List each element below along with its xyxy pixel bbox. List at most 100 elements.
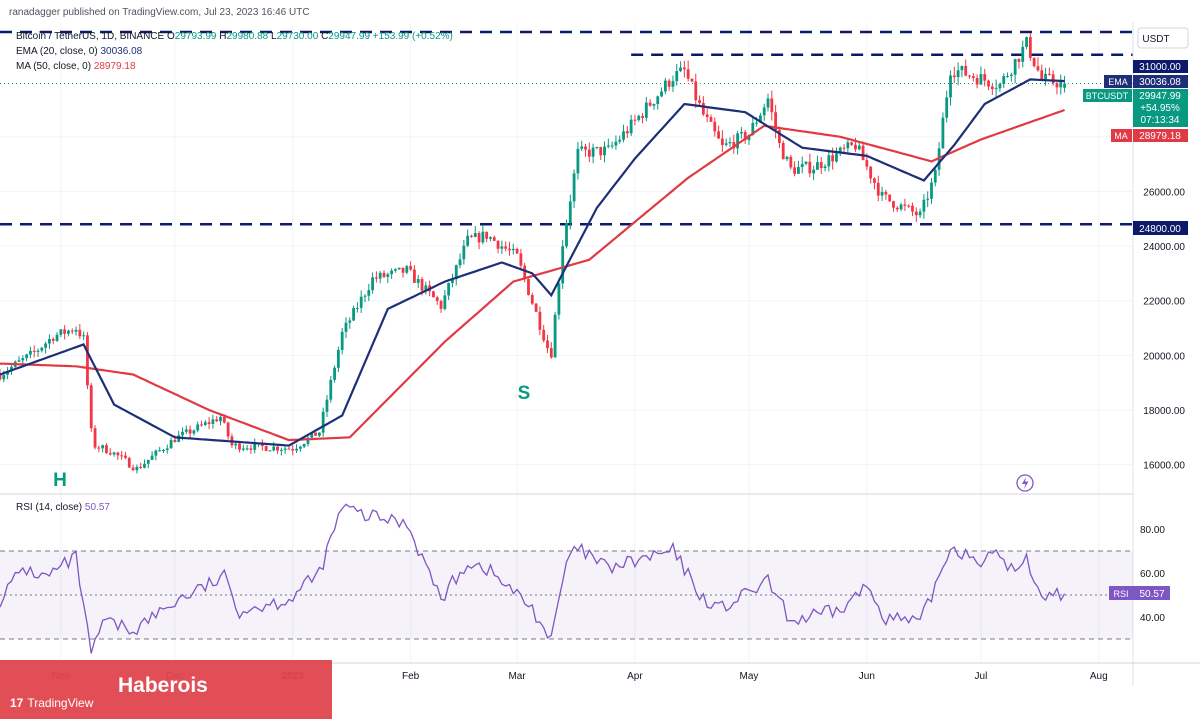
candle-body — [816, 162, 819, 170]
candle-body — [926, 198, 930, 200]
candle-body — [108, 453, 112, 455]
candle-body — [819, 162, 823, 168]
candle-body — [1013, 59, 1017, 75]
candle-body — [804, 161, 808, 164]
time-tick-label: May — [740, 671, 759, 682]
candle-body — [895, 207, 899, 210]
candle-body — [527, 279, 530, 295]
candle-body — [892, 201, 895, 208]
candle-body — [17, 360, 21, 362]
candle-body — [789, 156, 793, 168]
candle-body — [648, 102, 652, 106]
rsi-tag: RSI — [1113, 589, 1128, 599]
candle-body — [1021, 46, 1025, 62]
candle-body — [827, 155, 831, 167]
candle-body — [952, 75, 956, 78]
candle-body — [793, 167, 797, 174]
candle-body — [340, 331, 344, 350]
candle-body — [644, 102, 648, 118]
candle-body — [298, 446, 302, 449]
candle-body — [705, 114, 709, 118]
candle-body — [968, 75, 971, 77]
candle-body — [949, 75, 952, 98]
candle-body — [736, 133, 739, 149]
rsi-axis-value: 50.57 — [1139, 589, 1164, 600]
candle-body — [732, 142, 736, 149]
ema-legend[interactable]: EMA (20, close, 0) 30036.08 — [16, 46, 142, 57]
candle-body — [268, 450, 272, 452]
candle-body — [857, 145, 861, 150]
candle-body — [306, 437, 310, 444]
candle-body — [538, 311, 542, 330]
candle-body — [869, 166, 873, 179]
candle-body — [249, 448, 253, 450]
candle-body — [234, 443, 238, 446]
candle-body — [443, 295, 447, 309]
ma-legend[interactable]: MA (50, close, 0) 28979.18 — [16, 61, 136, 72]
brand-name: Haberois — [118, 674, 208, 697]
symbol-name[interactable]: Bitcoin / TetherUS, 1D, BINANCE — [16, 31, 165, 42]
candle-body — [663, 80, 667, 92]
candle-body — [473, 233, 477, 237]
candle-body — [51, 338, 55, 341]
candle-body — [207, 422, 211, 424]
candle-body — [466, 235, 470, 246]
price-tick-label: 20000.00 — [1143, 351, 1185, 362]
candle-body — [667, 80, 671, 87]
candle-body — [743, 131, 747, 141]
candle-body — [470, 235, 473, 237]
candle-body — [911, 205, 914, 212]
candle-body — [241, 448, 245, 450]
candle-body — [97, 447, 101, 449]
candle-body — [766, 98, 770, 108]
candle-body — [25, 354, 29, 359]
price-tick-label: 26000.00 — [1143, 187, 1185, 198]
candle-body — [272, 446, 276, 451]
candle-body — [6, 371, 10, 375]
candle-body — [344, 322, 348, 332]
candle-body — [983, 74, 987, 81]
candle-body — [245, 448, 249, 450]
tradingview-logo[interactable]: 17 TradingView — [10, 696, 93, 710]
candle-body — [979, 74, 983, 85]
candle-body — [831, 155, 835, 162]
rsi-tick-label: 60.00 — [1140, 569, 1165, 580]
rsi-tick-label: 40.00 — [1140, 613, 1165, 624]
candle-body — [1063, 83, 1066, 88]
tradingview-logo-text: TradingView — [27, 696, 94, 710]
candle-body — [724, 143, 728, 145]
candle-body — [420, 279, 424, 291]
rsi-legend[interactable]: RSI (14, close) 50.57 — [16, 502, 110, 513]
candle-body — [914, 211, 918, 216]
candle-body — [1036, 66, 1040, 71]
candlestick-series — [0, 33, 1066, 474]
lightning-icon[interactable] — [1016, 474, 1034, 492]
candle-body — [1002, 76, 1006, 84]
ohlc-low: 29730.00 — [276, 31, 319, 42]
candle-body — [671, 81, 675, 87]
candle-body — [568, 201, 572, 224]
candle-body — [485, 231, 489, 239]
candle-body — [728, 142, 732, 144]
ohlc-legend: Bitcoin / TetherUS, 1D, BINANCE O29793.9… — [16, 31, 453, 42]
level-31000-label: 31000.00 — [1139, 62, 1181, 73]
candle-body — [884, 191, 888, 195]
candle-body — [1028, 37, 1032, 58]
candle-body — [785, 156, 789, 160]
ma50-line — [0, 108, 1065, 442]
currency-box[interactable] — [1137, 27, 1189, 49]
candle-body — [70, 330, 74, 332]
price-tick-label: 18000.00 — [1143, 406, 1185, 417]
candle-body — [842, 147, 846, 149]
candle-body — [48, 338, 51, 344]
candle-body — [838, 147, 842, 154]
candle-body — [549, 348, 553, 358]
candle-body — [413, 269, 416, 283]
candle-body — [530, 294, 534, 304]
rsi-legend-label: RSI (14, close) — [16, 502, 83, 513]
candle-body — [637, 115, 641, 120]
candle-body — [610, 145, 614, 147]
candle-body — [850, 142, 854, 145]
candle-body — [618, 139, 622, 142]
